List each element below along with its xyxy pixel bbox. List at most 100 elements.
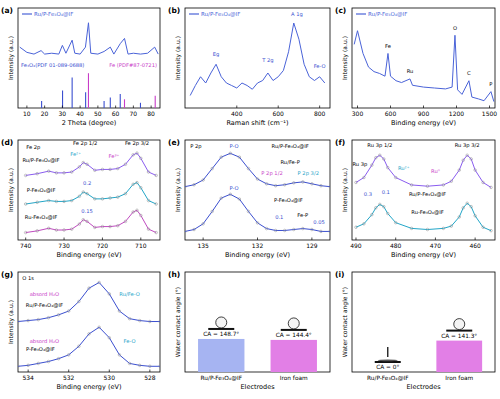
x-tick: [236, 106, 237, 109]
panel: (g)Intensity (a.u.)Binding energy (eV)53…: [1, 270, 161, 391]
data-point: [462, 207, 465, 210]
data-point: [101, 168, 104, 171]
droplet: [378, 360, 398, 362]
x-tick-label: 490: [350, 242, 362, 249]
annotation: absord H₂O: [30, 291, 59, 297]
annotation: O: [453, 25, 457, 31]
reference-stick: [110, 98, 111, 108]
data-point: [132, 211, 135, 214]
data-point: [247, 210, 250, 213]
annotation: Ru-Fe₃O₄@IF: [25, 214, 57, 220]
x-tick-label: 10: [23, 110, 31, 117]
data-point: [78, 300, 81, 303]
data-point: [132, 154, 135, 157]
y-axis-label: Water contact angle (°): [341, 287, 349, 357]
annotation: Ru/P-Fe₃O₄@IF: [26, 302, 63, 308]
data-point: [93, 226, 96, 229]
x-tick: [44, 106, 45, 109]
spectrum-line: [190, 23, 325, 96]
data-point: [63, 172, 66, 175]
x-tick: [357, 106, 358, 109]
data-point: [37, 318, 40, 321]
x-tick: [423, 106, 424, 109]
data-point: [63, 200, 66, 203]
data-point: [18, 320, 19, 323]
data-point: [86, 220, 89, 223]
data-point: [116, 224, 119, 227]
x-tick: [151, 106, 152, 109]
x-tick: [133, 106, 134, 109]
data-point: [86, 192, 89, 195]
annotation: P-O: [229, 185, 238, 191]
plot-frame: [185, 272, 330, 372]
reference-stick: [120, 94, 121, 108]
data-group: [24, 152, 157, 234]
x-tick: [109, 370, 110, 373]
annotation: 0.15: [81, 208, 93, 214]
data-point: [371, 164, 374, 167]
x-tick: [26, 106, 27, 109]
data-point: [238, 156, 241, 159]
panel: (b)Intensity (a.u.)Raman shift (cm⁻¹)400…: [168, 6, 330, 127]
x-tick-label: 460: [469, 242, 481, 249]
data-point: [24, 174, 27, 177]
data-point: [93, 169, 96, 172]
x-tick: [62, 106, 63, 109]
data-point: [36, 230, 39, 233]
x-tick-label: Ru/P-Fe₃O₄@IF: [367, 375, 409, 381]
data-point: [70, 199, 73, 202]
spectrum-line: [354, 31, 494, 102]
data-point: [18, 365, 19, 368]
data-point: [426, 228, 429, 231]
spectrum-line: [20, 23, 158, 54]
data-point: [109, 197, 112, 200]
reference-stick: [88, 73, 89, 108]
annotation: Fe 2p: [26, 144, 41, 151]
x-tick-label: 70: [130, 110, 138, 117]
data-point: [442, 184, 445, 187]
data-point: [47, 199, 50, 202]
x-tick: [115, 106, 116, 109]
bar: [198, 339, 244, 372]
data-point: [320, 184, 323, 187]
data-point: [27, 364, 30, 367]
annotation: Fe-O: [124, 338, 136, 344]
annotation: Fe-O: [314, 63, 326, 69]
data-point: [410, 184, 413, 187]
data-point: [36, 201, 39, 204]
x-tick-label: 534: [22, 374, 34, 381]
panel: (a)Intensity (a.u.)2 Theta (degree)10203…: [1, 6, 160, 127]
x-tick-label: 470: [430, 242, 442, 249]
spectrum-line: [18, 282, 160, 321]
figure: (a)Intensity (a.u.)2 Theta (degree)10203…: [0, 0, 500, 399]
reference-stick: [104, 101, 105, 108]
data-point: [132, 183, 135, 186]
data-point: [98, 326, 101, 329]
reference-stick: [140, 103, 141, 108]
data-point: [220, 197, 223, 200]
annotation: Ru⁰: [431, 168, 440, 174]
data-point: [462, 159, 465, 162]
data-point: [124, 192, 127, 195]
data-point: [86, 163, 89, 166]
x-tick: [80, 106, 81, 109]
data-point: [375, 156, 378, 159]
data-point: [355, 181, 358, 184]
data-point: [386, 166, 389, 169]
x-tick: [203, 238, 204, 241]
data-point: [474, 169, 477, 172]
data-point: [265, 227, 268, 230]
data-point: [128, 317, 131, 320]
bar: [436, 341, 482, 372]
data-point: [470, 158, 473, 161]
data-point: [292, 228, 295, 231]
data-point: [78, 195, 81, 198]
reference-stick: [155, 96, 156, 108]
data-point: [149, 365, 152, 368]
x-tick-label: 532: [63, 374, 75, 381]
data-point: [82, 191, 85, 194]
spectrum-line: [185, 194, 330, 231]
data-point: [193, 228, 196, 231]
x-tick-label: 50: [94, 110, 102, 117]
plot-frame: [352, 140, 495, 240]
